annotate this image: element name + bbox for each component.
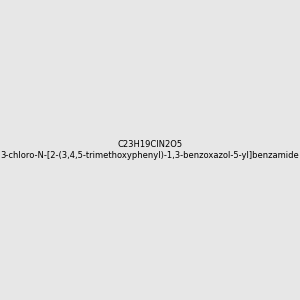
Text: C23H19ClN2O5
3-chloro-N-[2-(3,4,5-trimethoxyphenyl)-1,3-benzoxazol-5-yl]benzamid: C23H19ClN2O5 3-chloro-N-[2-(3,4,5-trimet… — [1, 140, 299, 160]
